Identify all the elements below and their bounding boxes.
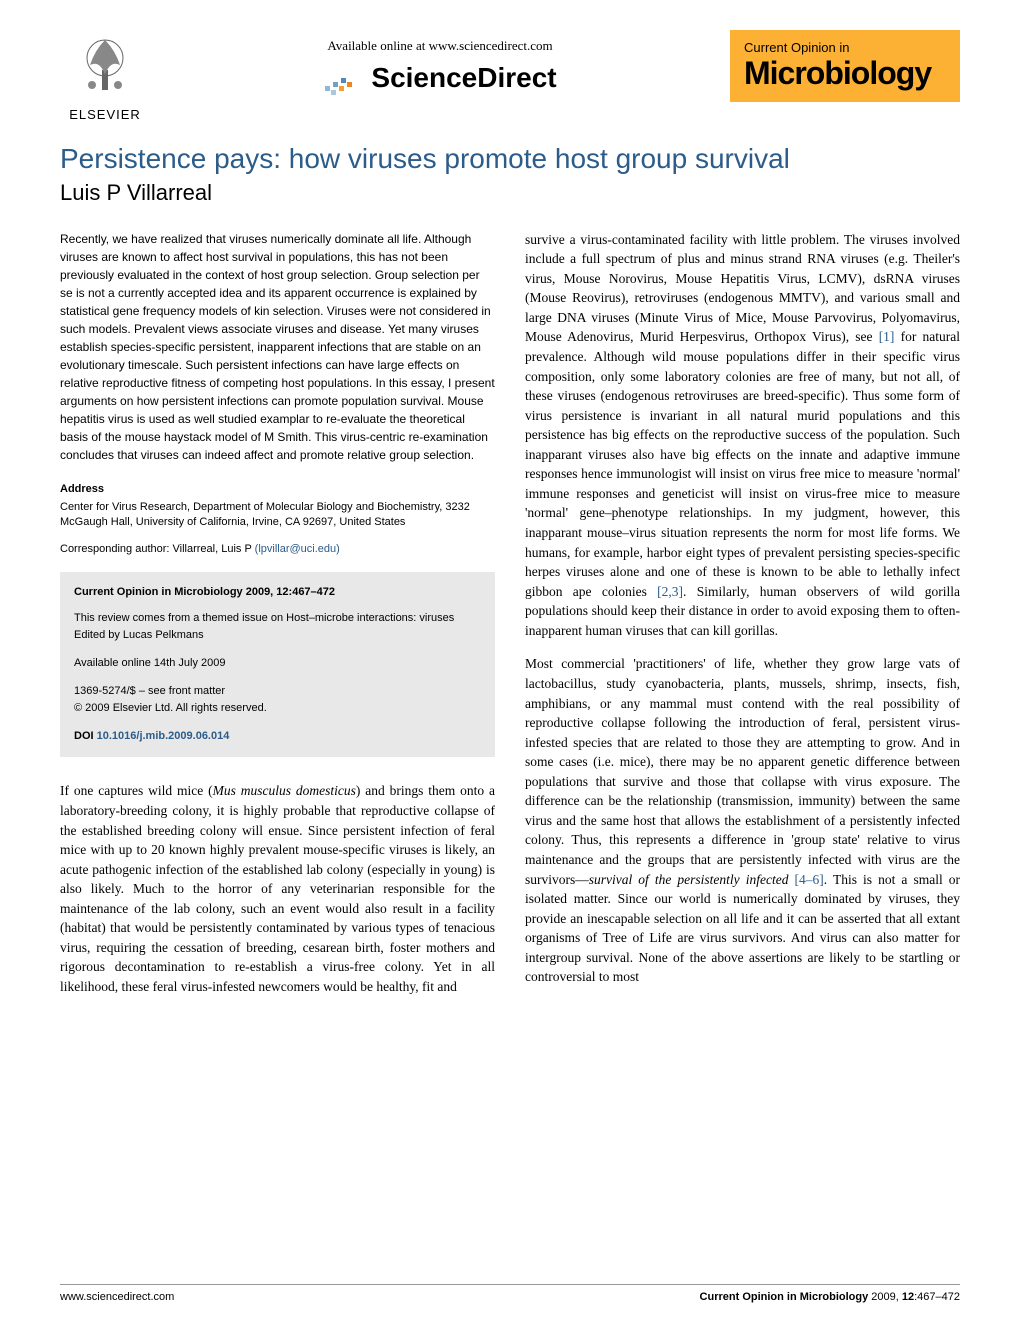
abstract-text: Recently, we have realized that viruses … [60,230,495,464]
elsevier-tree-icon [70,30,140,100]
paragraph-1: If one captures wild mice (Mus musculus … [60,781,495,996]
info-themed-issue: This review comes from a themed issue on… [74,610,481,645]
info-citation: Current Opinion in Microbiology 2009, 12… [74,584,481,602]
info-available: Available online 14th July 2009 [74,655,481,673]
available-online-text: Available online at www.sciencedirect.co… [323,38,556,54]
elsevier-logo: ELSEVIER [60,30,150,122]
science-direct-label: ScienceDirect [371,62,556,93]
address-text: Center for Virus Research, Department of… [60,500,495,531]
corresponding-author: Corresponding author: Villarreal, Luis P… [60,542,495,558]
corresponding-email[interactable]: (lpvillar@uci.edu) [255,543,340,555]
article-title: Persistence pays: how viruses promote ho… [60,142,960,176]
sciencedirect-icon [323,68,363,98]
header-row: ELSEVIER Available online at www.science… [60,30,960,122]
elsevier-label: ELSEVIER [60,107,150,122]
journal-name-label: Microbiology [744,55,946,92]
left-column: Recently, we have realized that viruses … [60,230,495,1011]
ref-link-23[interactable]: [2,3] [657,584,683,599]
paragraph-3: Most commercial 'practitioners' of life,… [525,654,960,987]
center-header: Available online at www.sciencedirect.co… [323,30,556,98]
ref-link-46[interactable]: [4–6] [788,872,823,887]
address-heading: Address [60,482,495,498]
info-box: Current Opinion in Microbiology 2009, 12… [60,572,495,757]
footer-right: Current Opinion in Microbiology 2009, 12… [700,1291,960,1303]
science-direct-brand: ScienceDirect [323,62,556,98]
page-footer: www.sciencedirect.com Current Opinion in… [60,1284,960,1303]
footer-left: www.sciencedirect.com [60,1291,174,1303]
article-author: Luis P Villarreal [60,180,960,206]
journal-opinion-label: Current Opinion in [744,40,946,55]
ref-link-1[interactable]: [1] [879,329,895,344]
info-issn: 1369-5274/$ – see front matter © 2009 El… [74,683,481,718]
content-columns: Recently, we have realized that viruses … [60,230,960,1011]
right-column: survive a virus-contaminated facility wi… [525,230,960,1011]
paragraph-2: survive a virus-contaminated facility wi… [525,230,960,641]
journal-box: Current Opinion in Microbiology [730,30,960,102]
body-text-right: survive a virus-contaminated facility wi… [525,230,960,987]
info-doi: DOI 10.1016/j.mib.2009.06.014 [74,728,481,746]
doi-link[interactable]: 10.1016/j.mib.2009.06.014 [97,730,230,742]
body-text-left: If one captures wild mice (Mus musculus … [60,781,495,996]
corresponding-label: Corresponding author: Villarreal, Luis P [60,543,252,555]
